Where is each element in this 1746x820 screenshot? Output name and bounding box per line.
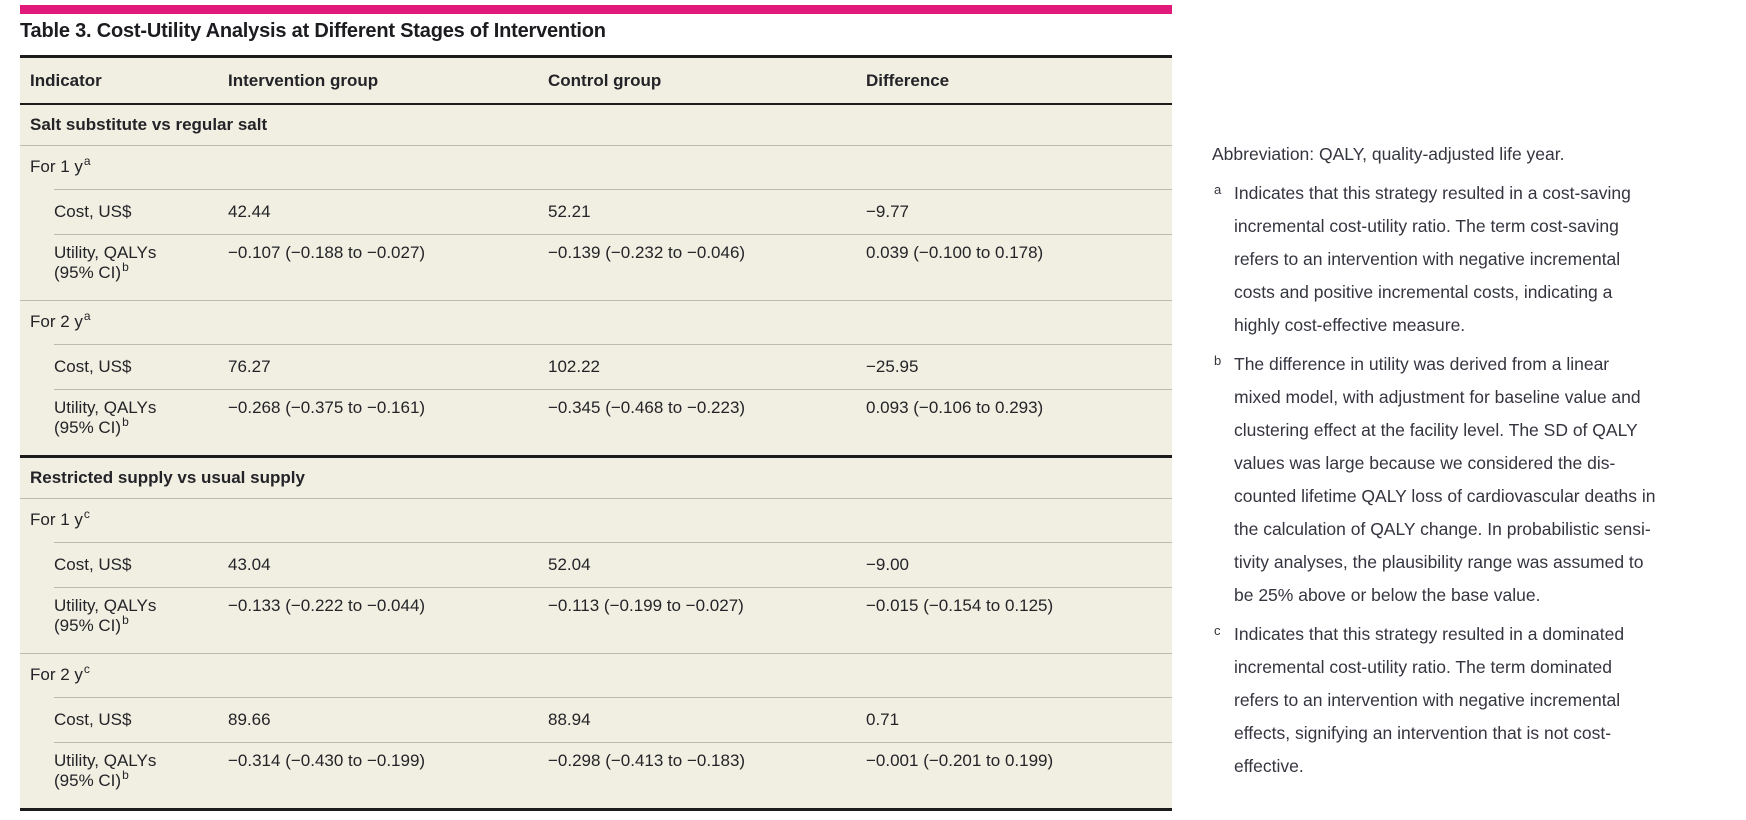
cell-control: 88.94	[548, 709, 591, 729]
section-header: Restricted supply vs usual supply	[20, 458, 1172, 498]
group-row-for-1y: For 1 yc	[20, 498, 1172, 542]
cell-difference: 0.039 (−0.100 to 0.178)	[866, 243, 1044, 262]
group-label: For 2 yc	[30, 662, 90, 684]
cell-difference: −0.001 (−0.201 to 0.199)	[866, 751, 1054, 770]
group-label: For 1 ya	[30, 154, 91, 176]
accent-bar	[20, 5, 1172, 14]
group-row-for-2y: For 2 ya	[20, 300, 1172, 344]
column-header-indicator: Indicator	[30, 70, 102, 90]
footnote-ref-b: b	[122, 260, 129, 275]
cell-control: 52.04	[548, 554, 591, 574]
section-header-label: Restricted supply vs usual supply	[30, 468, 305, 487]
footnote-marker: b	[1214, 353, 1222, 368]
footnote-ref-b: b	[122, 415, 129, 430]
table-row-cost: Cost, US$ 89.66 88.94 0.71	[20, 697, 1172, 742]
section-header-label: Salt substitute vs regular salt	[30, 115, 268, 134]
footnote-marker: a	[1214, 182, 1222, 197]
table-row-utility: Utility, QALYs (95% CI)b −0.268 (−0.375 …	[20, 389, 1172, 455]
cell-intervention: 42.44	[228, 201, 271, 221]
footnote-ref-b: b	[122, 768, 129, 783]
cell-difference: 0.71	[866, 709, 900, 729]
abbreviation-note: Abbreviation: QALY, quality-adjusted lif…	[1212, 144, 1565, 164]
footnote-ref-b: b	[122, 613, 129, 628]
group-row-for-1y: For 1 ya	[20, 145, 1172, 189]
section-salt-substitute: Salt substitute vs regular salt For 1 ya…	[20, 105, 1172, 455]
group-label: For 2 ya	[30, 309, 91, 331]
cell-difference: −0.015 (−0.154 to 0.125)	[866, 596, 1054, 615]
table-row-utility: Utility, QALYs (95% CI)b −0.107 (−0.188 …	[20, 234, 1172, 300]
cell-intervention: −0.268 (−0.375 to −0.161)	[228, 398, 426, 417]
footnote-text: Indicates that this strategy resulted in…	[1234, 624, 1625, 776]
footnote-ref-c: c	[83, 662, 90, 677]
cell-control: −0.139 (−0.232 to −0.046)	[548, 243, 746, 262]
cell-intervention: −0.107 (−0.188 to −0.027)	[228, 243, 426, 262]
table-header-row: Indicator Intervention group Control gro…	[20, 58, 1172, 105]
row-label: Utility, QALYs (95% CI)b	[54, 398, 157, 437]
column-header-difference: Difference	[866, 70, 950, 90]
cell-intervention: −0.133 (−0.222 to −0.044)	[228, 596, 426, 615]
row-label: Utility, QALYs (95% CI)b	[54, 751, 157, 790]
section-restricted-supply: Restricted supply vs usual supply For 1 …	[20, 455, 1172, 808]
footnote-marker: c	[1214, 623, 1221, 638]
table-row-cost: Cost, US$ 43.04 52.04 −9.00	[20, 542, 1172, 587]
cell-intervention: 76.27	[228, 356, 271, 376]
cell-difference: −9.00	[866, 554, 910, 574]
footnote-c: c Indicates that this strategy resulted …	[1212, 618, 1746, 783]
footnote-ref-c: c	[83, 507, 90, 522]
row-label: Cost, US$	[54, 554, 132, 574]
group-label: For 1 yc	[30, 507, 90, 529]
row-label: Cost, US$	[54, 709, 132, 729]
cell-control: −0.345 (−0.468 to −0.223)	[548, 398, 746, 417]
footnote-ref-a: a	[83, 154, 91, 169]
row-label: Cost, US$	[54, 356, 132, 376]
footnote-a: a Indicates that this strategy resulted …	[1212, 177, 1746, 342]
cell-control: 52.21	[548, 201, 591, 221]
footnote-text: Indicates that this strategy resulted in…	[1234, 183, 1631, 335]
cost-utility-table: Indicator Intervention group Control gro…	[20, 55, 1172, 811]
column-header-control-group: Control group	[548, 70, 662, 90]
cell-difference: 0.093 (−0.106 to 0.293)	[866, 398, 1044, 417]
column-header-intervention-group: Intervention group	[228, 70, 379, 90]
cell-intervention: 43.04	[228, 554, 271, 574]
cell-difference: −25.95	[866, 356, 919, 376]
table-row-cost: Cost, US$ 76.27 102.22 −25.95	[20, 344, 1172, 389]
table-row-utility: Utility, QALYs (95% CI)b −0.133 (−0.222 …	[20, 587, 1172, 653]
footnotes-panel: Abbreviation: QALY, quality-adjusted lif…	[1212, 138, 1746, 783]
cell-intervention: 89.66	[228, 709, 271, 729]
cell-control: 102.22	[548, 356, 600, 376]
cell-control: −0.113 (−0.199 to −0.027)	[548, 596, 744, 615]
table-title: Table 3. Cost-Utility Analysis at Differ…	[20, 20, 606, 42]
footnote-text: The difference in utility was derived fr…	[1234, 354, 1656, 605]
group-row-for-2y: For 2 yc	[20, 653, 1172, 697]
row-label: Utility, QALYs (95% CI)b	[54, 596, 157, 635]
table-row-utility: Utility, QALYs (95% CI)b −0.314 (−0.430 …	[20, 742, 1172, 808]
footnote-b: b The difference in utility was derived …	[1212, 348, 1746, 612]
table-row-cost: Cost, US$ 42.44 52.21 −9.77	[20, 189, 1172, 234]
footnote-ref-a: a	[83, 309, 91, 324]
cell-intervention: −0.314 (−0.430 to −0.199)	[228, 751, 426, 770]
cell-control: −0.298 (−0.413 to −0.183)	[548, 751, 746, 770]
section-header: Salt substitute vs regular salt	[20, 105, 1172, 145]
cell-difference: −9.77	[866, 201, 910, 221]
row-label: Utility, QALYs (95% CI)b	[54, 243, 157, 282]
row-label: Cost, US$	[54, 201, 132, 221]
